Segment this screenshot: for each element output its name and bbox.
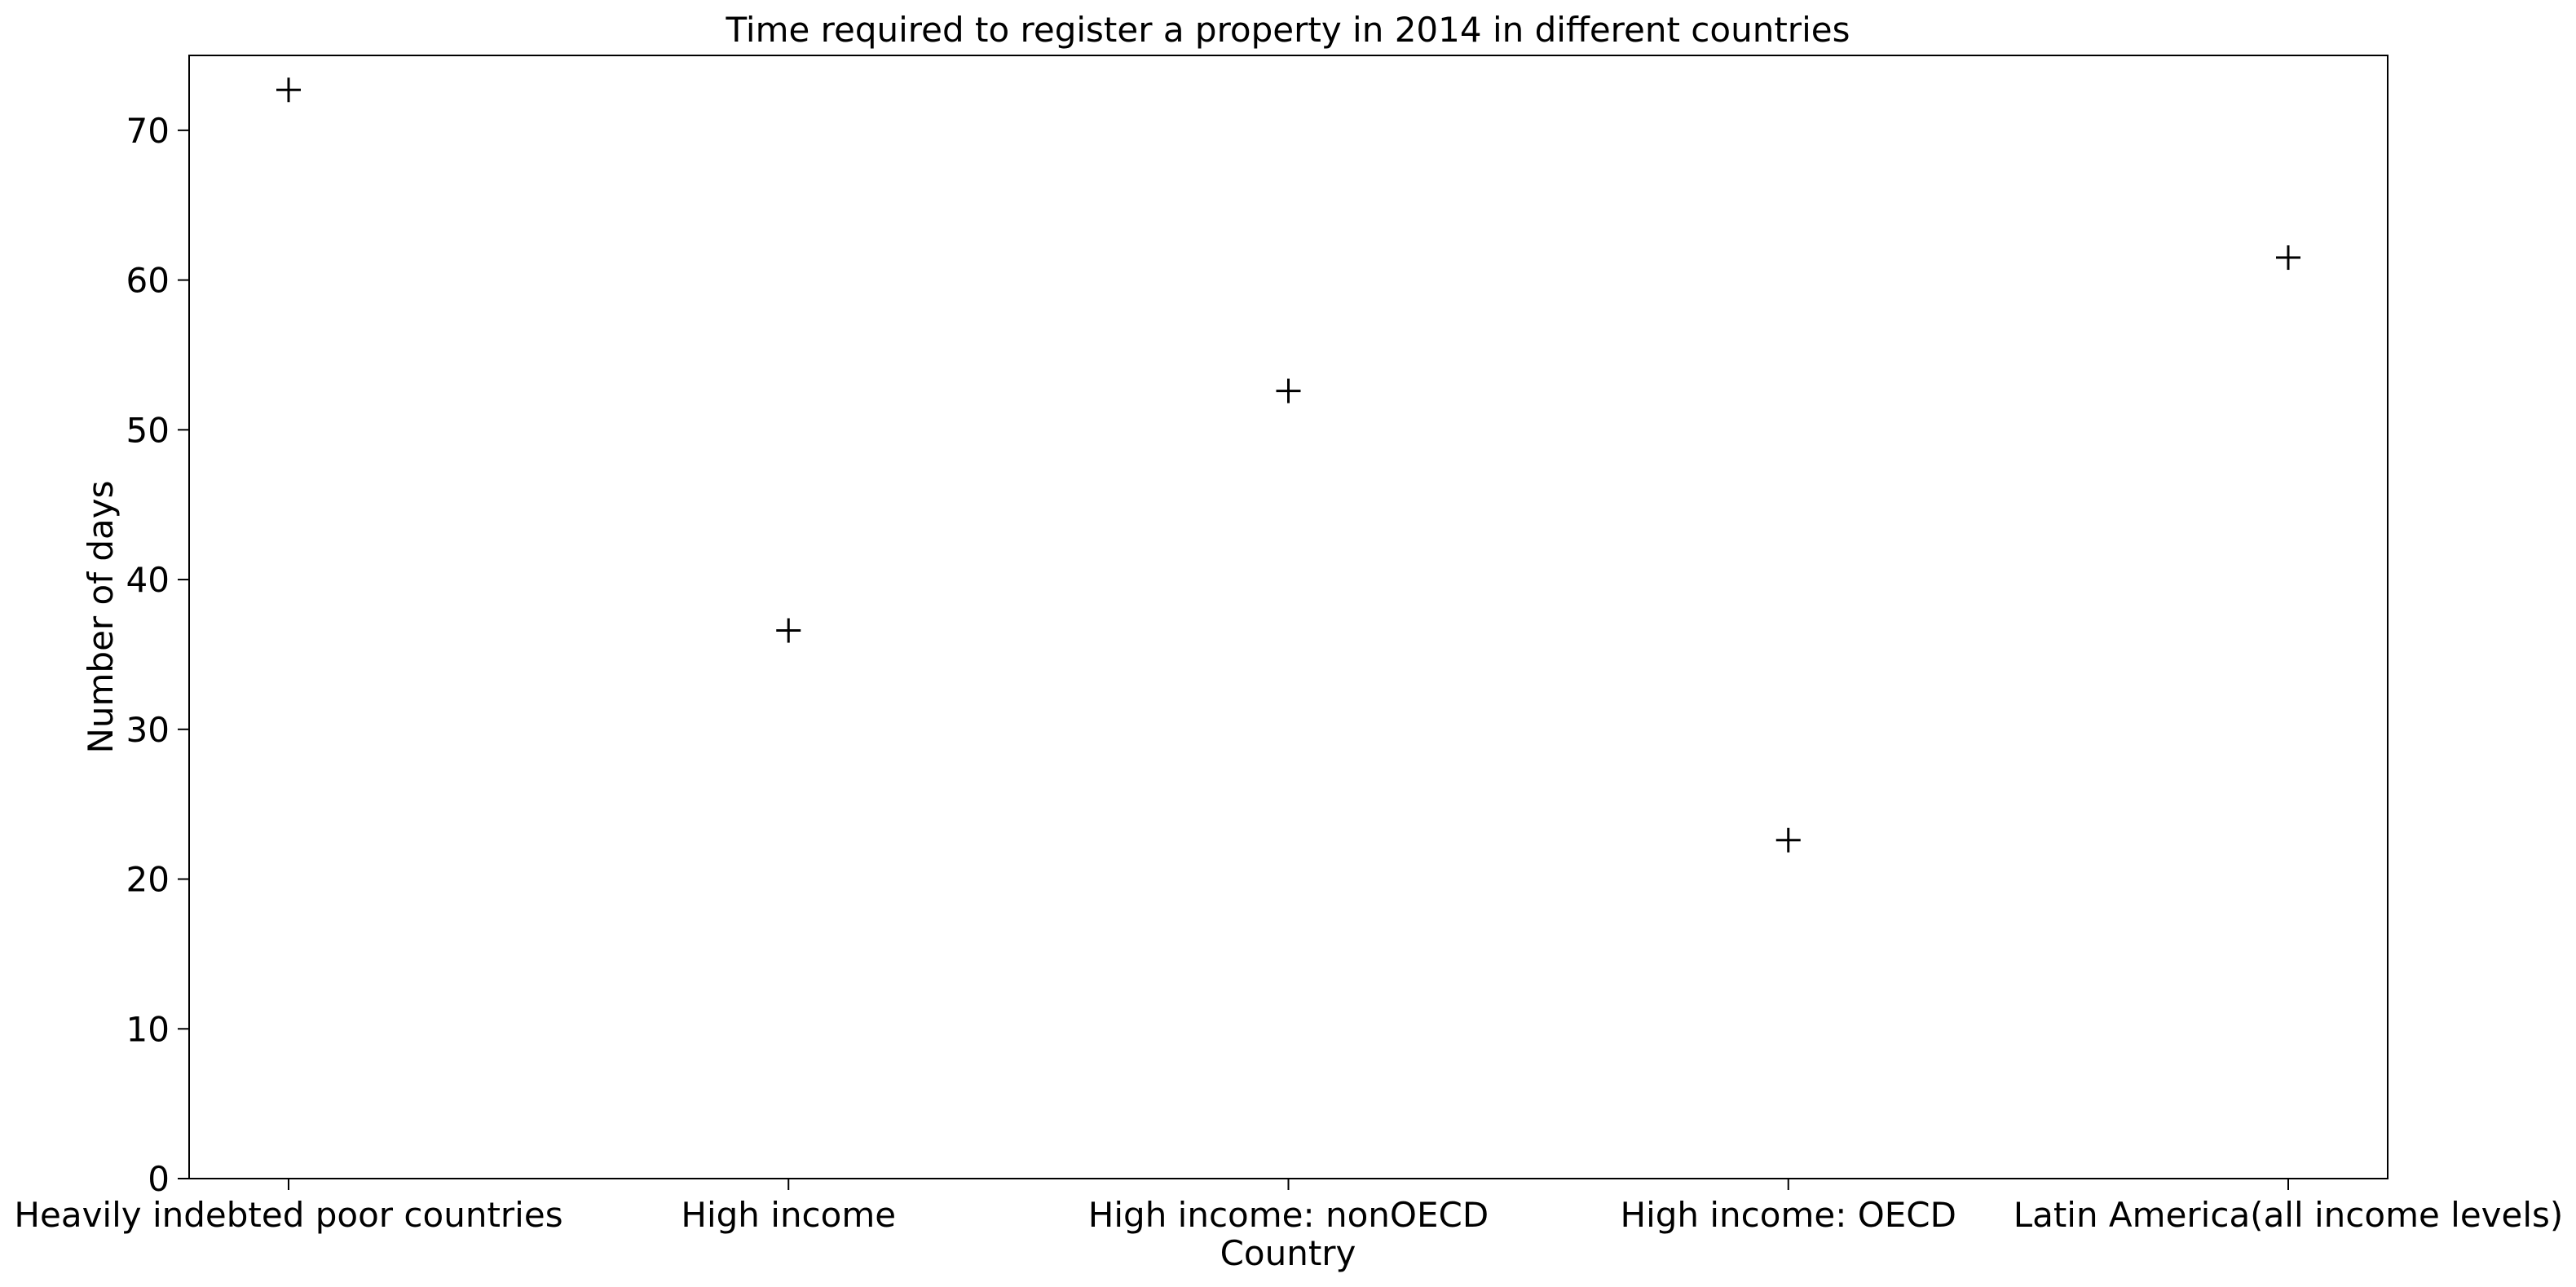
y-tick-label: 20 (126, 860, 170, 900)
y-axis-label: Number of days (81, 480, 121, 753)
x-tick-label: High income: nonOECD (1088, 1195, 1489, 1235)
y-tick-label: 40 (126, 560, 170, 600)
data-point-plus-marker (1276, 378, 1301, 403)
y-tick-label: 70 (126, 111, 170, 151)
chart-title: Time required to register a property in … (726, 10, 1850, 50)
data-points (276, 77, 2300, 853)
x-tick-label: High income (681, 1195, 896, 1235)
data-point-plus-marker (2276, 245, 2300, 271)
x-tick-label: Heavily indebted poor countries (14, 1195, 562, 1235)
y-tick-label: 30 (126, 710, 170, 750)
y-axis-ticks: 0 10 20 30 40 50 60 70 (126, 111, 189, 1199)
y-tick-label: 10 (126, 1009, 170, 1049)
data-point-plus-marker (776, 618, 801, 643)
data-point-plus-marker (1775, 827, 1801, 853)
y-tick-label: 60 (126, 261, 170, 301)
x-axis-ticks: Heavily indebted poor countries High inco… (14, 1179, 2563, 1235)
y-tick-label: 50 (126, 410, 170, 450)
plot-area-frame (188, 55, 2389, 1179)
data-point-plus-marker (276, 77, 301, 103)
x-axis-label: Country (1220, 1233, 1356, 1273)
x-tick-label: High income: OECD (1621, 1195, 1956, 1235)
y-tick-label: 0 (148, 1159, 170, 1199)
x-tick-label: Latin America(all income levels) (2014, 1195, 2564, 1235)
